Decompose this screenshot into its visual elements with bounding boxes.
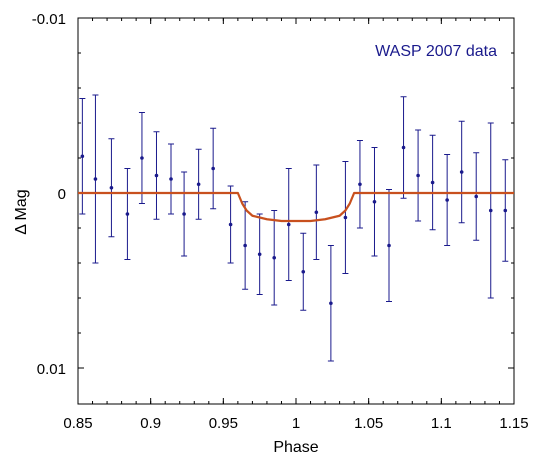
- data-point: [313, 164, 320, 260]
- data-point: [153, 131, 160, 220]
- data-point: [227, 185, 234, 264]
- point-marker: [211, 166, 215, 171]
- x-axis-ticks: 0.85 0.9 0.95 1 1.05 1.1 1.15: [63, 18, 529, 432]
- point-marker: [109, 185, 114, 190]
- y-axis-title: Δ Mag: [13, 189, 30, 234]
- point-marker: [459, 170, 464, 174]
- x-tick-label: 1.15: [499, 415, 528, 432]
- data-point: [92, 94, 99, 264]
- data-point: [195, 148, 202, 220]
- data-point: [124, 168, 131, 260]
- point-marker: [257, 252, 262, 257]
- point-marker: [169, 177, 173, 181]
- y-axis-ticks: -0.01 0 0.01: [32, 11, 514, 378]
- point-marker: [272, 255, 277, 260]
- data-point: [285, 168, 292, 281]
- data-point: [487, 122, 494, 299]
- y-tick-label: -0.01: [32, 11, 66, 28]
- plot-frame: [77, 17, 515, 405]
- point-marker: [503, 208, 508, 213]
- chart-annotation: WASP 2007 data: [375, 43, 497, 60]
- point-marker: [243, 243, 247, 248]
- point-marker: [329, 301, 333, 306]
- point-marker: [343, 215, 348, 220]
- point-marker: [488, 208, 493, 213]
- data-point: [138, 112, 145, 204]
- data-point: [210, 127, 217, 210]
- point-marker: [228, 222, 233, 227]
- data-point: [242, 201, 249, 290]
- point-marker: [430, 180, 435, 185]
- point-marker: [445, 198, 449, 202]
- point-marker: [301, 269, 306, 274]
- x-tick-label: 0.95: [209, 415, 238, 432]
- model-curve: [78, 191, 514, 223]
- data-point: [79, 98, 86, 215]
- data-point: [429, 134, 436, 231]
- x-tick-label: 0.9: [140, 415, 161, 432]
- data-point: [271, 210, 278, 306]
- data-point: [386, 189, 393, 302]
- data-point: [473, 152, 480, 241]
- x-tick-label: 1.05: [354, 415, 383, 432]
- point-marker: [416, 173, 420, 178]
- point-marker: [125, 212, 130, 216]
- data-point: [327, 245, 334, 362]
- data-point: [415, 129, 422, 222]
- x-axis-title: Phase: [273, 439, 318, 456]
- point-marker: [401, 145, 406, 150]
- x-tick-label: 1.1: [431, 415, 452, 432]
- data-point: [256, 213, 263, 295]
- x-tick-label: 0.85: [63, 415, 92, 432]
- data-point: [181, 171, 188, 257]
- point-marker: [372, 199, 377, 204]
- x-tick-label: 1: [292, 415, 300, 432]
- point-marker: [196, 182, 201, 187]
- data-point: [168, 143, 175, 215]
- point-marker: [314, 210, 319, 215]
- model-curve-layer: [78, 191, 514, 223]
- point-marker: [358, 182, 362, 187]
- point-marker: [474, 194, 479, 199]
- data-point: [444, 154, 451, 246]
- data-point: [108, 138, 115, 238]
- point-marker: [140, 156, 144, 160]
- point-marker: [93, 177, 98, 181]
- data-point: [400, 96, 407, 199]
- data-point: [342, 161, 349, 274]
- data-point: [458, 120, 465, 224]
- point-marker: [286, 222, 291, 227]
- point-marker: [154, 173, 159, 178]
- data-point: [371, 147, 378, 257]
- data-point: [356, 140, 363, 229]
- point-marker: [182, 212, 186, 216]
- data-point: [300, 232, 307, 311]
- point-marker: [80, 154, 85, 159]
- point-marker: [387, 243, 391, 248]
- data-points: [79, 94, 509, 362]
- y-tick-label: 0.01: [37, 361, 66, 378]
- data-point: [502, 159, 509, 262]
- y-tick-label: 0: [58, 186, 66, 203]
